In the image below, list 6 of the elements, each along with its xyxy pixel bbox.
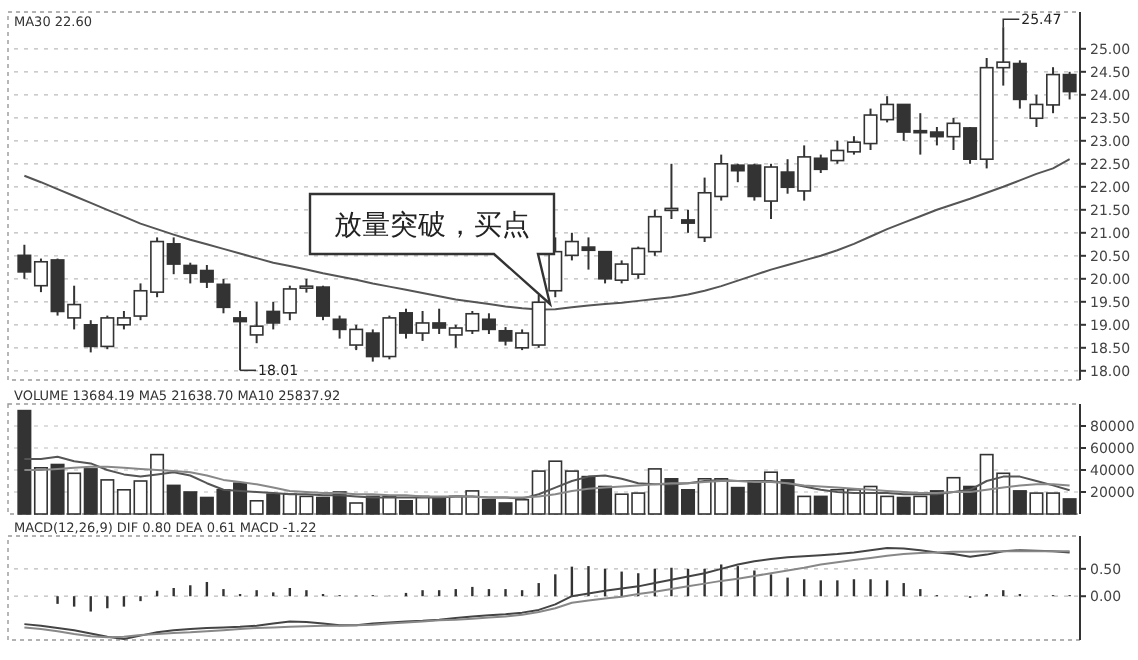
line-series xyxy=(23,465,1071,499)
candlestick xyxy=(216,277,231,315)
candlestick xyxy=(233,310,248,372)
annotation: 放量突破，买点 xyxy=(334,210,530,242)
candlestick xyxy=(249,300,264,345)
line-series xyxy=(23,455,1071,500)
